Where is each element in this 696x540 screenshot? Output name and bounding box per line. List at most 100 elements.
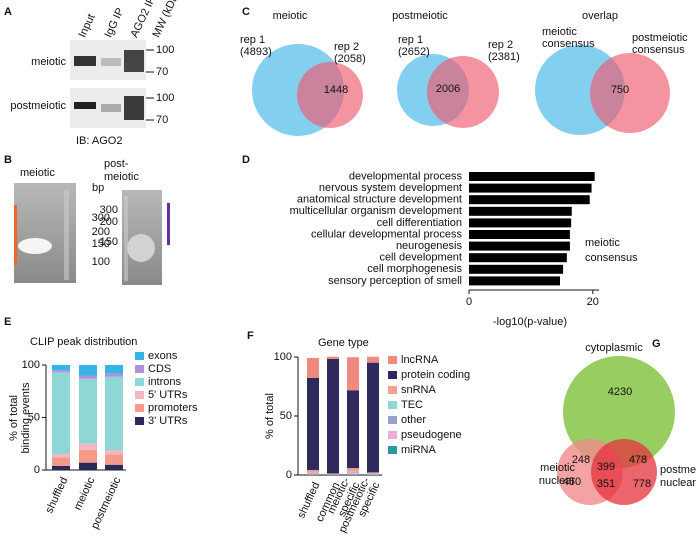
bar-segment xyxy=(347,357,359,391)
bar-segment xyxy=(79,450,97,463)
panel-label: B xyxy=(4,154,12,166)
legend-swatch xyxy=(135,391,144,399)
venn-circle xyxy=(297,62,363,128)
bar xyxy=(469,264,564,274)
set-label: postmeiotic xyxy=(660,464,696,476)
set-label: rep 2 xyxy=(488,39,513,51)
set-label: (2058) xyxy=(334,53,366,65)
overlap-count: 2006 xyxy=(436,83,460,95)
panel-label: A xyxy=(4,6,12,18)
legend-swatch xyxy=(135,417,144,425)
y-axis-label: % of total xyxy=(8,395,20,441)
x-tick-label: shuffled xyxy=(43,475,70,515)
row-label: meiotic xyxy=(31,56,66,68)
bar-segment xyxy=(52,372,70,455)
region-count: 450 xyxy=(563,476,581,488)
bar-segment xyxy=(105,365,123,374)
bar xyxy=(469,172,595,181)
marker-label: 150 xyxy=(100,236,118,248)
legend-label: miRNA xyxy=(401,444,436,456)
chart-title: CLIP peak distribution xyxy=(30,336,137,348)
legend-swatch xyxy=(388,386,397,394)
band xyxy=(74,102,96,109)
legend-label: TEC xyxy=(401,399,423,411)
set-label: consensus xyxy=(542,38,595,50)
legend-swatch xyxy=(135,378,144,386)
x-tick-label: 0 xyxy=(466,296,472,308)
category-label: cell differentiation xyxy=(377,217,462,229)
band xyxy=(124,50,144,72)
bar-segment xyxy=(52,370,70,373)
y-tick-label: 0 xyxy=(286,469,292,481)
legend-swatch xyxy=(135,365,144,373)
set-label: (4893) xyxy=(240,46,272,58)
antibody-label: IB: AGO2 xyxy=(76,135,122,147)
unit-label: bp xyxy=(92,182,104,194)
bar-segment xyxy=(79,443,97,451)
legend-label: protein coding xyxy=(401,369,470,381)
marker-label: 200 xyxy=(100,216,118,228)
region-count: 4230 xyxy=(608,386,632,398)
set-label: meiotic xyxy=(540,462,575,474)
set-label: cytoplasmic xyxy=(585,342,643,354)
gel-title: meiotic xyxy=(104,171,139,183)
category-label: nervous system development xyxy=(319,182,462,194)
venn-title: meiotic xyxy=(273,10,308,22)
band xyxy=(127,234,155,262)
bar-segment xyxy=(105,464,123,470)
bar-segment xyxy=(105,373,123,377)
category-label: cellular developmental process xyxy=(311,228,463,240)
y-tick-label: 100 xyxy=(22,359,40,371)
band xyxy=(18,238,52,254)
x-tick-label: 20 xyxy=(587,296,599,308)
y-tick-label: 0 xyxy=(34,464,40,476)
marker-label: 70 xyxy=(156,114,168,126)
set-label: nuclear xyxy=(660,477,696,489)
bar xyxy=(469,218,572,228)
band xyxy=(101,104,121,112)
annotation: consensus xyxy=(585,252,638,264)
legend-swatch xyxy=(135,404,144,412)
bar-segment xyxy=(52,457,70,466)
set-label: rep 1 xyxy=(240,34,265,46)
bar xyxy=(469,183,592,193)
chart-title: Gene type xyxy=(318,337,369,349)
legend-label: 3' UTRs xyxy=(148,415,188,427)
legend-label: CDS xyxy=(148,363,171,375)
set-label: rep 2 xyxy=(334,41,359,53)
marker-label: 200 xyxy=(92,226,110,238)
overlap-count: 750 xyxy=(611,84,629,96)
legend-swatch xyxy=(388,431,397,439)
marker-label: 100 xyxy=(156,44,174,56)
bar xyxy=(469,276,560,286)
overlap-count: 1448 xyxy=(324,84,348,96)
legend-swatch xyxy=(388,356,397,364)
legend-label: exons xyxy=(148,350,178,362)
legend-label: other xyxy=(401,414,426,426)
category-label: sensory perception of smell xyxy=(328,275,462,287)
bar-segment xyxy=(307,472,319,473)
legend-swatch xyxy=(388,401,397,409)
bar-segment xyxy=(52,465,70,470)
marker-label: 100 xyxy=(92,256,110,268)
mw-label: MW (kDa) xyxy=(150,0,182,39)
bar-segment xyxy=(327,473,339,475)
size-bar xyxy=(14,205,17,265)
panel-label: F xyxy=(247,330,254,342)
bar-segment xyxy=(307,470,319,473)
bar-segment xyxy=(105,450,123,455)
bar-segment xyxy=(79,378,97,444)
bar xyxy=(469,195,590,205)
lane-label: IgG IP xyxy=(102,6,126,39)
x-axis-label: -log10(p-value) xyxy=(493,316,567,328)
legend-swatch xyxy=(388,446,397,454)
region-count: 399 xyxy=(597,461,615,473)
bar-segment xyxy=(347,471,359,473)
set-label: postmeiotic xyxy=(632,32,688,44)
ladder xyxy=(64,190,69,280)
set-label: nuclear xyxy=(539,475,575,487)
bar-segment xyxy=(367,356,379,363)
gel-title: post- xyxy=(104,158,129,170)
bar-segment xyxy=(367,474,379,475)
